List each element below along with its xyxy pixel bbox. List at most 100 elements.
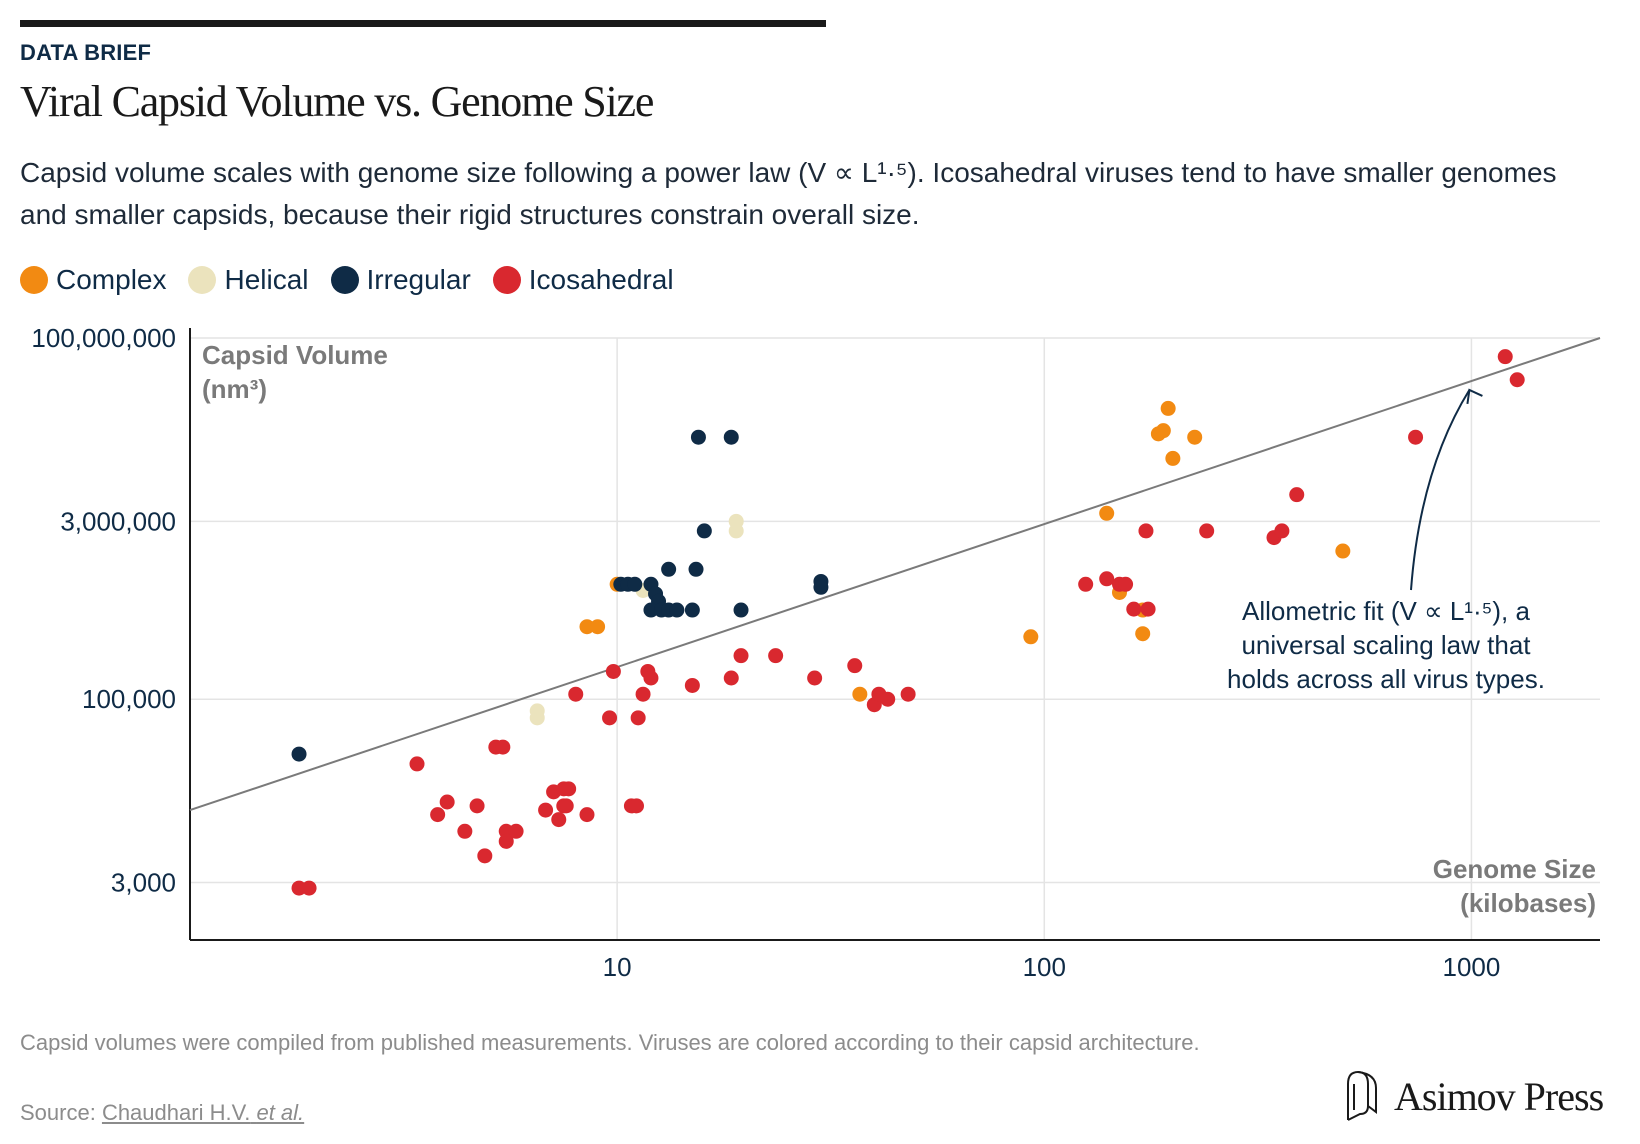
point-irregular	[733, 602, 749, 618]
point-icosahedral	[538, 802, 554, 818]
annotation-text: universal scaling law that	[1241, 630, 1531, 660]
annotation-arrowhead	[1466, 388, 1483, 405]
point-irregular	[684, 602, 700, 618]
point-icosahedral	[1289, 487, 1305, 503]
x-axis-label-unit: (kilobases)	[1460, 888, 1596, 918]
source-prefix: Source:	[20, 1100, 102, 1125]
point-irregular	[627, 576, 643, 592]
point-irregular	[688, 561, 704, 577]
point-complex	[1023, 629, 1039, 645]
legend-item-complex: Complex	[20, 264, 166, 296]
legend: Complex Helical Irregular Icosahedral	[20, 264, 674, 296]
y-tick-label: 3,000,000	[60, 506, 176, 536]
point-irregular	[723, 429, 739, 445]
point-complex	[1165, 450, 1181, 466]
point-irregular	[669, 602, 685, 618]
y-tick-label: 3,000	[111, 868, 176, 898]
point-icosahedral	[568, 686, 584, 702]
legend-item-irregular: Irregular	[330, 264, 471, 296]
point-complex	[1135, 626, 1151, 642]
point-icosahedral	[1118, 576, 1134, 592]
point-complex	[852, 686, 868, 702]
source-link-etal: et al.	[256, 1100, 305, 1125]
point-icosahedral	[439, 794, 455, 810]
point-icosahedral	[1099, 571, 1115, 587]
source-link[interactable]: Chaudhari H.V. et al.	[102, 1100, 304, 1125]
kicker: DATA BRIEF	[20, 40, 152, 65]
point-complex	[1155, 423, 1171, 439]
chart-subtitle: Capsid volume scales with genome size fo…	[20, 157, 1557, 230]
point-icosahedral	[1199, 523, 1215, 539]
point-complex	[1187, 429, 1203, 445]
point-complex	[1335, 543, 1351, 559]
point-icosahedral	[561, 781, 577, 797]
point-complex	[1160, 400, 1176, 416]
point-icosahedral	[723, 670, 739, 686]
point-icosahedral	[630, 710, 646, 726]
point-complex	[1099, 505, 1115, 521]
point-icosahedral	[900, 686, 916, 702]
point-icosahedral	[558, 798, 574, 814]
point-icosahedral	[579, 807, 595, 823]
chart-title: Viral Capsid Volume vs. Genome Size	[20, 77, 654, 126]
asimov-logo-icon	[1347, 1070, 1377, 1121]
point-icosahedral	[508, 823, 524, 839]
point-icosahedral	[643, 670, 659, 686]
point-complex	[590, 619, 606, 635]
point-irregular	[690, 429, 706, 445]
logo-wordmark: Asimov Press	[1394, 1073, 1604, 1119]
point-icosahedral	[684, 677, 700, 693]
point-icosahedral	[605, 663, 621, 679]
point-complex	[579, 619, 595, 635]
point-icosahedral	[1509, 372, 1525, 388]
point-icosahedral	[1497, 349, 1513, 365]
legend-label-icosahedral: Icosahedral	[528, 264, 674, 295]
legend-label-complex: Complex	[56, 264, 167, 295]
point-icosahedral	[602, 710, 618, 726]
source-line: Source: Chaudhari H.V. et al.	[20, 1100, 304, 1126]
point-icosahedral	[880, 691, 896, 707]
point-icosahedral	[301, 880, 317, 896]
point-icosahedral	[1078, 576, 1094, 592]
y-axis-label: Capsid Volume	[202, 340, 388, 370]
source-link-authors: Chaudhari H.V.	[101, 1100, 251, 1125]
point-helical	[728, 523, 744, 539]
point-icosahedral	[1140, 601, 1156, 617]
legend-swatch-icosahedral	[492, 266, 521, 294]
y-tick-label: 100,000,000	[31, 323, 176, 353]
point-icosahedral	[551, 812, 567, 828]
legend-swatch-helical	[188, 266, 217, 294]
x-tick-label: 1000	[1442, 952, 1500, 982]
legend-swatch-complex	[20, 266, 48, 294]
point-icosahedral	[733, 648, 749, 664]
top-rule	[20, 20, 826, 27]
point-icosahedral	[807, 670, 823, 686]
footnote: Capsid volumes were compiled from publis…	[20, 1030, 1200, 1055]
publisher-logo[interactable]: Asimov Press	[1344, 1070, 1604, 1122]
point-icosahedral	[628, 798, 644, 814]
point-icosahedral	[635, 686, 651, 702]
point-icosahedral	[768, 648, 784, 664]
point-icosahedral	[469, 798, 485, 814]
annotation-text: holds across all virus types.	[1227, 664, 1545, 694]
legend-item-icosahedral: Icosahedral	[492, 264, 674, 296]
annotation-arrow	[1410, 389, 1471, 591]
x-tick-label: 10	[603, 952, 632, 982]
point-icosahedral	[1274, 523, 1290, 539]
point-icosahedral	[1408, 429, 1424, 445]
legend-label-helical: Helical	[224, 264, 309, 295]
point-icosahedral	[457, 823, 473, 839]
legend-label-irregular: Irregular	[366, 264, 471, 295]
point-icosahedral	[430, 807, 446, 823]
point-icosahedral	[409, 756, 425, 772]
x-tick-label: 100	[1023, 952, 1066, 982]
scatter-plot: 3,000 100,000 3,000,000 100,000,000 10 100 100…	[31, 323, 1601, 982]
point-irregular	[291, 746, 307, 762]
point-icosahedral	[477, 848, 493, 864]
point-icosahedral	[847, 658, 863, 674]
legend-swatch-irregular	[330, 266, 359, 294]
point-helical	[529, 703, 545, 719]
x-axis-label: Genome Size	[1433, 854, 1596, 884]
allometric-fit-line	[189, 337, 1601, 812]
annotation-text: Allometric fit (V ∝ L¹·⁵), a	[1242, 596, 1530, 626]
